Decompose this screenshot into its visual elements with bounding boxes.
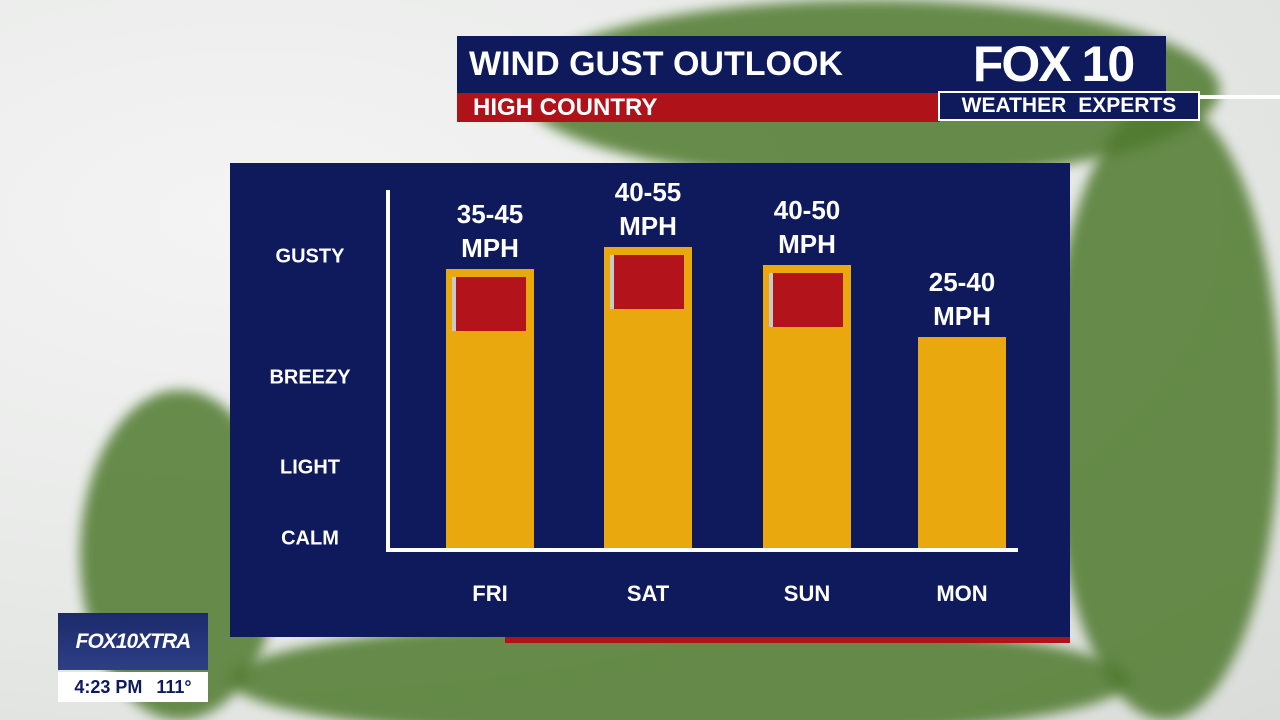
annotation: 40-50 MPH	[773, 195, 841, 260]
bar	[918, 336, 1006, 548]
red-flag	[610, 255, 684, 310]
y-tick-label: BREEZY	[269, 366, 351, 389]
y-axis	[386, 190, 390, 552]
y-tick-label: LIGHT	[280, 456, 340, 479]
red-flag	[769, 273, 843, 328]
x-tick-label: SUN	[783, 581, 831, 606]
time: 4:23 PM	[74, 677, 143, 697]
tag-right: EXPERTS	[1078, 94, 1177, 117]
annotation: 35-45 MPH	[456, 198, 524, 263]
panel-strip	[505, 637, 1070, 643]
x-tick-label: SAT	[626, 581, 670, 606]
x-tick-label: MON	[936, 581, 988, 606]
y-tick-label: CALM	[281, 527, 339, 550]
red-flag	[452, 276, 526, 331]
x-axis	[386, 548, 1018, 552]
annotation: 40-55 MPH	[614, 177, 682, 242]
channel-bug: FOX10XTRA	[58, 613, 208, 670]
tag-left: WEATHER	[961, 94, 1067, 117]
divider	[1200, 95, 1280, 99]
logo: FOX 10	[940, 36, 1166, 92]
annotation: 25-40 MPH	[928, 266, 996, 331]
temperature: 111°	[156, 677, 192, 697]
x-tick-label: FRI	[472, 581, 508, 606]
ticker: 4:23 PM 111°	[58, 672, 208, 702]
foliage	[1050, 100, 1280, 720]
chart-title: WIND GUST OUTLOOK	[457, 36, 940, 93]
logo-tag: WEATHER EXPERTS	[938, 91, 1200, 121]
chart-subtitle: HIGH COUNTRY	[457, 93, 940, 122]
y-tick-label: GUSTY	[275, 245, 345, 268]
